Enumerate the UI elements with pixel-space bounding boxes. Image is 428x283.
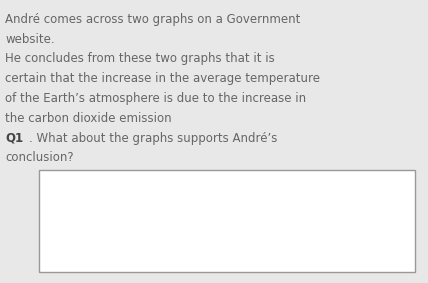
Text: Q1: Q1 <box>5 132 23 145</box>
Text: of the Earth’s atmosphere is due to the increase in: of the Earth’s atmosphere is due to the … <box>5 92 306 105</box>
Text: He concludes from these two graphs that it is: He concludes from these two graphs that … <box>5 52 275 65</box>
Text: certain that the increase in the average temperature: certain that the increase in the average… <box>5 72 320 85</box>
Text: the carbon dioxide emission: the carbon dioxide emission <box>5 112 172 125</box>
Text: conclusion?: conclusion? <box>5 151 74 164</box>
Text: André comes across two graphs on a Government: André comes across two graphs on a Gover… <box>5 13 300 26</box>
Text: . What about the graphs supports André’s: . What about the graphs supports André’s <box>29 132 277 145</box>
Text: website.: website. <box>5 33 55 46</box>
